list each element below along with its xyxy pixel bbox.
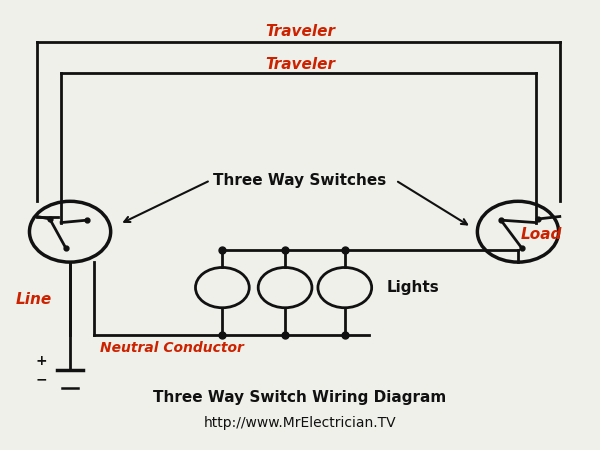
Text: Neutral Conductor: Neutral Conductor (100, 341, 244, 356)
Text: Line: Line (16, 292, 52, 307)
Text: Load: Load (521, 226, 562, 242)
Text: Lights: Lights (386, 280, 439, 295)
Text: Three Way Switch Wiring Diagram: Three Way Switch Wiring Diagram (154, 390, 446, 405)
Text: −: − (36, 372, 47, 386)
Text: +: + (36, 354, 47, 368)
Text: http://www.MrElectrician.TV: http://www.MrElectrician.TV (203, 416, 397, 430)
Text: Traveler: Traveler (265, 24, 335, 40)
Text: Three Way Switches: Three Way Switches (214, 173, 386, 188)
Text: Traveler: Traveler (265, 57, 335, 72)
